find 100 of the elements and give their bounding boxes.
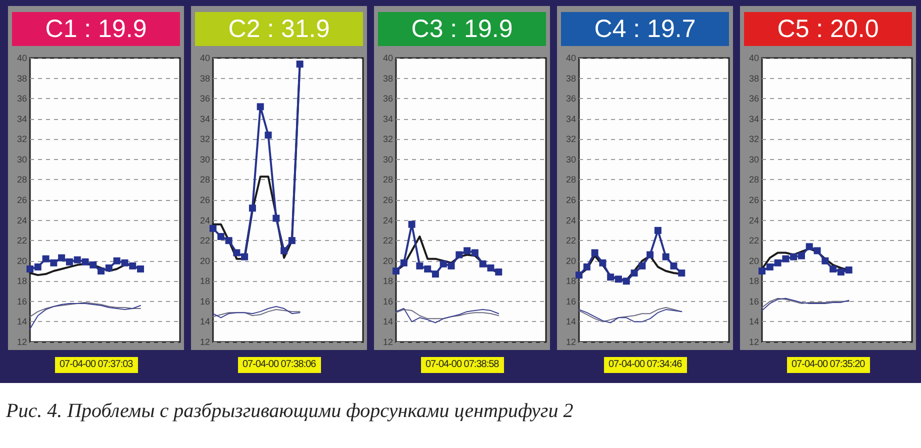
y-tick-label: 20 [748, 256, 759, 266]
point [225, 237, 232, 244]
y-tick-label: 28 [566, 174, 576, 185]
chart-title: C5 : 20.0 [744, 12, 912, 46]
point [400, 259, 408, 266]
point [646, 251, 654, 258]
line-series [212, 306, 300, 318]
y-tick-label: 14 [200, 316, 210, 327]
point [591, 249, 598, 256]
y-tick-label: 22 [382, 236, 393, 246]
chart-title: C3 : 19.9 [378, 12, 546, 46]
y-tick-label: 40 [566, 53, 576, 63]
y-tick-label: 30 [16, 154, 27, 164]
point [670, 262, 678, 270]
point [822, 257, 829, 264]
y-tick-label: 28 [748, 174, 759, 185]
y-tick-label: 26 [16, 195, 27, 205]
point [210, 224, 216, 232]
point [448, 262, 455, 270]
line-series [396, 309, 500, 320]
y-tick-label: 26 [566, 195, 576, 205]
line-series [30, 302, 142, 330]
text: 07-04-00 07:38:58 [420, 357, 504, 373]
y-tick-label: 14 [566, 316, 576, 327]
point [662, 253, 670, 260]
y-tick-label: 36 [382, 94, 393, 104]
y-tick-label: 40 [200, 53, 210, 63]
y-tick-label: 16 [382, 296, 393, 306]
text: 07-04-00 07:38:06 [238, 357, 321, 373]
point [272, 214, 280, 222]
point [830, 265, 837, 272]
point [622, 278, 630, 285]
y-tick-label: 20 [382, 256, 393, 266]
y-tick-label: 36 [566, 94, 576, 104]
point [583, 263, 590, 270]
point [678, 270, 686, 277]
chart-title: C2 : 31.9 [195, 12, 363, 46]
line-series [762, 298, 850, 312]
y-tick-label: 20 [200, 256, 210, 266]
y-tick-label: 34 [16, 114, 27, 124]
y-tick-label: 36 [16, 94, 27, 104]
point [408, 220, 416, 228]
point [845, 266, 852, 274]
point [296, 60, 304, 68]
y-tick-label: 22 [748, 236, 759, 246]
y-tick-label: 24 [382, 215, 393, 226]
point [424, 265, 432, 272]
y-tick-label: 36 [748, 94, 759, 104]
point [614, 276, 622, 283]
y-tick-label: 16 [748, 296, 759, 306]
y-tick-label: 40 [16, 53, 27, 63]
point [34, 263, 42, 270]
y-tick-label: 14 [748, 316, 759, 327]
point [766, 263, 774, 270]
y-tick-label: 22 [200, 236, 210, 246]
y-tick-label: 38 [382, 73, 393, 84]
y-tick-label: 16 [16, 296, 27, 306]
y-tick-label: 18 [566, 276, 576, 286]
y-tick-label: 12 [748, 337, 759, 347]
y-tick-label: 18 [16, 276, 27, 286]
y-tick-label: 38 [748, 73, 759, 84]
text: 07-04-00 07:37:03 [54, 357, 138, 373]
point [233, 249, 240, 256]
point [456, 251, 463, 258]
line-series [396, 308, 500, 324]
y-tick-label: 38 [200, 73, 210, 84]
point [758, 268, 766, 274]
y-tick-label: 34 [748, 114, 759, 124]
y-tick-label: 30 [748, 154, 759, 164]
point [416, 262, 424, 270]
point [837, 268, 844, 276]
y-tick-label: 12 [566, 337, 576, 347]
line-series [762, 298, 850, 308]
y-tick-label: 24 [748, 215, 759, 226]
point [487, 264, 494, 272]
y-tick-label: 24 [200, 215, 210, 226]
point [464, 247, 471, 254]
y-tick-label: 38 [16, 73, 27, 84]
point [576, 272, 582, 279]
point [137, 265, 144, 272]
y-tick-label: 22 [16, 236, 27, 246]
chart-title: C4 : 19.7 [561, 12, 729, 46]
y-tick-label: 12 [16, 337, 27, 347]
y-tick-label: 14 [382, 316, 393, 327]
y-tick-label: 28 [16, 174, 27, 185]
y-tick-label: 12 [382, 337, 393, 347]
y-tick-label: 18 [382, 276, 393, 286]
y-tick-label: 16 [200, 296, 210, 306]
y-tick-label: 18 [748, 276, 759, 286]
y-tick-label: 40 [382, 53, 393, 63]
point [392, 268, 400, 274]
point [432, 270, 439, 278]
y-tick-label: 22 [566, 236, 576, 246]
point [82, 258, 89, 266]
y-tick-label: 30 [382, 154, 393, 164]
point [798, 252, 805, 260]
y-tick-label: 24 [16, 215, 27, 226]
point [814, 247, 821, 254]
point [495, 268, 502, 276]
point [607, 274, 614, 281]
